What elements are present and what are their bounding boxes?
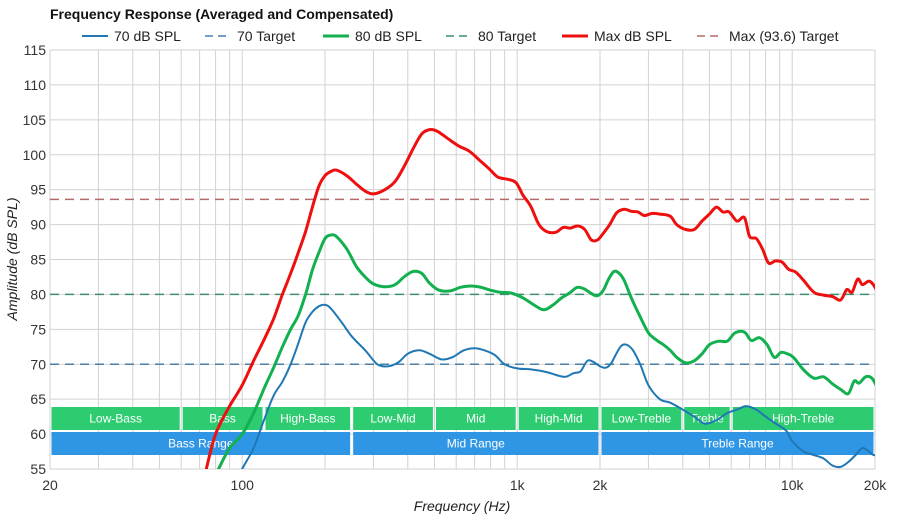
- y-tick-label: 85: [30, 252, 46, 268]
- x-axis-ticks: 20 100 1k 2k 10k 20k: [42, 477, 887, 493]
- series-70-db-spl: [241, 303, 875, 469]
- band-rect: [265, 407, 351, 430]
- legend-item-70-target: 70 Target: [205, 28, 295, 44]
- band-mid-range: Mid Range: [353, 432, 599, 455]
- band-label: Low-Mid: [370, 412, 415, 426]
- band-treble-range: Treble Range: [601, 432, 874, 455]
- x-tick-label: 1k: [510, 477, 526, 493]
- band-low-treble: Low-Treble: [601, 407, 682, 430]
- x-tick-label: 20k: [864, 477, 888, 493]
- y-tick-label: 110: [24, 77, 47, 93]
- band-label: High-Mid: [535, 412, 583, 426]
- legend-item-70-db-spl: 70 dB SPL: [82, 28, 181, 44]
- band-rect: [518, 407, 599, 430]
- band-rect: [732, 407, 874, 430]
- y-axis-ticks: 55 60 65 70 75 80 85 90 95 100 105 110 115: [23, 42, 47, 477]
- band-rect: [435, 407, 516, 430]
- y-tick-label: 95: [30, 182, 46, 198]
- band-low-mid: Low-Mid: [353, 407, 433, 430]
- y-tick-label: 80: [30, 286, 46, 302]
- band-rect: [601, 407, 682, 430]
- legend-label: Max (93.6) Target: [729, 28, 839, 44]
- band-label: Bass Range: [168, 437, 234, 451]
- y-tick-label: 105: [23, 112, 47, 128]
- legend-label: 80 dB SPL: [355, 28, 422, 44]
- y-tick-label: 90: [30, 217, 46, 233]
- y-tick-label: 70: [30, 356, 46, 372]
- legend-item-max-93-6-target: Max (93.6) Target: [697, 28, 839, 44]
- range-bands: Low-Bass Bass High-Bass Low-Mid Mid High-Mid L…: [51, 407, 874, 455]
- legend-item-80-target: 80 Target: [446, 28, 536, 44]
- x-axis-label: Frequency (Hz): [414, 498, 510, 514]
- legend-item-max-db-spl: Max dB SPL: [562, 28, 672, 44]
- band-rect: [601, 432, 874, 455]
- y-tick-label: 55: [30, 461, 46, 477]
- band-label: Mid: [466, 412, 485, 426]
- y-tick-label: 65: [30, 391, 46, 407]
- legend-label: 70 dB SPL: [114, 28, 181, 44]
- grid: [49, 49, 876, 470]
- legend-item-80-db-spl: 80 dB SPL: [323, 28, 422, 44]
- band-bass-range: Bass Range: [51, 432, 351, 455]
- series-80-db-spl: [217, 233, 875, 469]
- band-mid: Mid: [435, 407, 516, 430]
- band-high-bass: High-Bass: [265, 407, 351, 430]
- legend-label: Max dB SPL: [594, 28, 672, 44]
- series-group: [50, 127, 875, 469]
- legend-label: 70 Target: [237, 28, 295, 44]
- x-tick-label: 20: [42, 477, 58, 493]
- x-tick-label: 10k: [781, 477, 805, 493]
- band-label: Low-Treble: [612, 412, 672, 426]
- y-tick-label: 100: [23, 147, 47, 163]
- chart-title: Frequency Response (Averaged and Compens…: [50, 6, 393, 22]
- band-label: Treble Range: [701, 437, 774, 451]
- y-axis-label: Amplitude (dB SPL): [4, 198, 20, 322]
- y-tick-label: 115: [24, 42, 47, 58]
- x-tick-label: 100: [231, 477, 255, 493]
- band-label: High-Bass: [280, 412, 335, 426]
- band-label: Low-Bass: [89, 412, 142, 426]
- band-label: Mid Range: [447, 437, 505, 451]
- y-tick-label: 60: [30, 426, 46, 442]
- band-low-bass: Low-Bass: [51, 407, 180, 430]
- band-label: High-Treble: [772, 412, 835, 426]
- band-high-mid: High-Mid: [518, 407, 599, 430]
- band-label: Treble: [690, 412, 724, 426]
- legend-label: 80 Target: [478, 28, 536, 44]
- band-treble: Treble: [684, 407, 730, 430]
- y-tick-label: 75: [30, 321, 46, 337]
- band-rect: [353, 407, 433, 430]
- band-rect: [51, 407, 180, 430]
- series-max-db-spl: [204, 127, 875, 469]
- band-high-treble: High-Treble: [732, 407, 874, 430]
- band-rect: [684, 407, 730, 430]
- band-rect: [51, 432, 351, 455]
- legend: 70 dB SPL 70 Target 80 dB SPL 80 Target Max …: [82, 28, 839, 44]
- x-tick-label: 2k: [593, 477, 609, 493]
- band-rect: [353, 432, 599, 455]
